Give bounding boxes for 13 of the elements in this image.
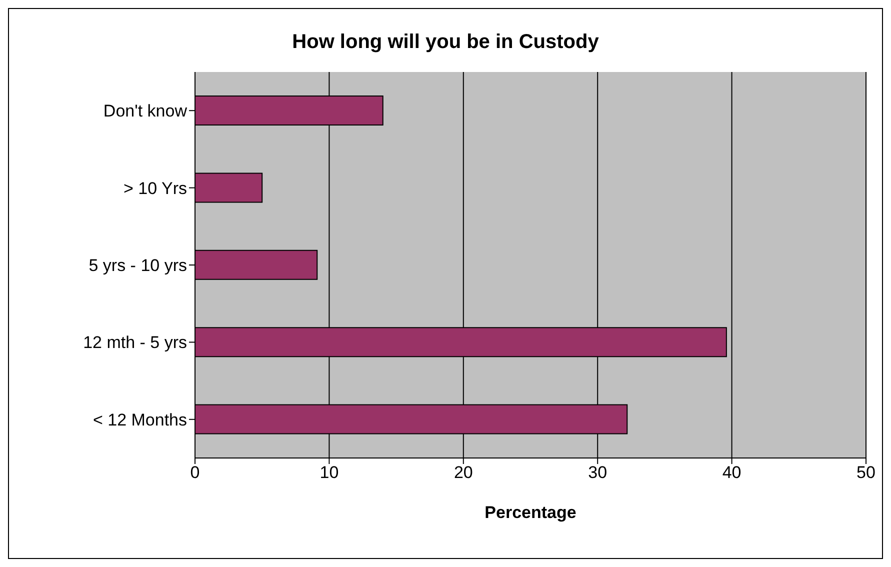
x-tick-label: 20 [454, 463, 473, 482]
y-tick-label: 12 mth - 5 yrs [83, 333, 187, 352]
y-tick-label: 5 yrs - 10 yrs [88, 256, 187, 276]
y-tick-label: Don't know [103, 102, 188, 121]
y-tick-label: > 10 Yrs [124, 178, 187, 198]
chart-title: How long will you be in Custody [291, 31, 600, 54]
x-tick-label: 50 [856, 463, 876, 482]
x-axis-title: Percentage [484, 503, 576, 522]
x-tick-label: 10 [320, 463, 339, 482]
x-tick-label: 40 [722, 463, 742, 482]
y-tick-label: < 12 Months [92, 410, 187, 430]
x-tick-label: 0 [190, 463, 200, 482]
x-tick-label: 30 [588, 463, 608, 482]
